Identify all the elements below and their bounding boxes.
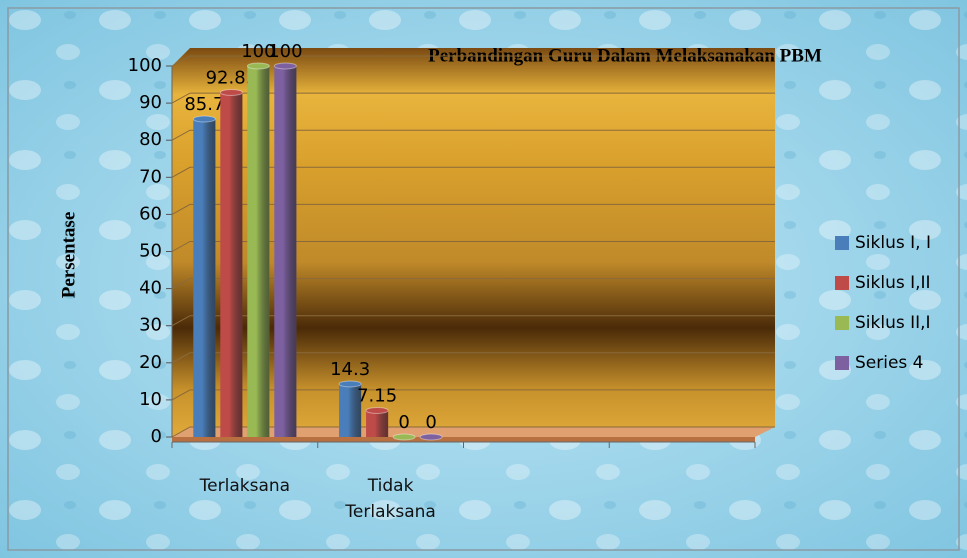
bar [338, 380, 362, 437]
data-label: 100 [241, 41, 275, 62]
bar-shade [366, 410, 389, 437]
bar-shade [193, 119, 216, 437]
y-tick-label: 50 [139, 241, 162, 262]
y-tick-label: 20 [139, 352, 162, 373]
grid-line [171, 55, 775, 67]
grid-line [171, 426, 775, 438]
bar [246, 62, 270, 437]
back-wall [172, 48, 775, 437]
bar-top [338, 380, 362, 388]
legend-label: Siklus I,II [855, 273, 931, 293]
y-tick-label: 10 [139, 389, 162, 410]
y-tick-label: 90 [139, 92, 162, 113]
bar [273, 62, 297, 437]
data-label: 100 [268, 41, 302, 62]
x-tick-label: Terlaksana [199, 476, 291, 496]
floor-edge [172, 437, 755, 442]
bar [419, 433, 443, 441]
grid-line [171, 315, 775, 327]
y-tick-label: 80 [139, 129, 162, 150]
grid-line [171, 278, 775, 290]
grid-line [171, 92, 775, 104]
bar-shade [274, 66, 297, 437]
legend-swatch [835, 356, 849, 370]
bar-shade [247, 66, 270, 437]
bar [219, 89, 243, 438]
legend-swatch [835, 316, 849, 330]
y-tick-label: 100 [128, 55, 162, 76]
data-label: 92.85 [206, 68, 258, 89]
bar [192, 115, 216, 437]
legend-label: Series 4 [855, 353, 924, 373]
bar-top [246, 62, 270, 70]
grid-line [171, 166, 775, 178]
bar [392, 433, 416, 441]
data-label: 0 [425, 412, 436, 433]
grid-line [171, 352, 775, 364]
legend-swatch [835, 276, 849, 290]
grid-line [171, 241, 775, 252]
y-tick-label: 0 [151, 426, 162, 447]
y-axis-label: Persentase [58, 212, 79, 299]
bar-top [273, 62, 297, 70]
bar-top [192, 115, 216, 123]
bar-shade [220, 92, 243, 438]
grid-line [171, 389, 775, 401]
y-tick-label: 40 [139, 278, 162, 299]
bar-top [219, 89, 243, 97]
legend-swatch [835, 236, 849, 250]
bar-shade [339, 383, 362, 437]
data-label: 85.7 [184, 94, 224, 115]
y-tick-label: 70 [139, 166, 162, 187]
bar-top [392, 433, 416, 441]
legend-label: Siklus I, I [855, 233, 931, 253]
grid-line [171, 203, 775, 215]
bar-top [419, 433, 443, 441]
bar [365, 406, 389, 437]
chart-border [7, 7, 960, 551]
y-tick-label: 60 [139, 203, 162, 224]
bar-top [365, 406, 389, 414]
data-label: 0 [398, 412, 409, 433]
grid-line [171, 129, 775, 141]
data-label: 7.15 [357, 385, 397, 406]
x-tick-label: Tidak Terlaksana [345, 476, 436, 522]
legend-label: Siklus II,I [855, 313, 931, 333]
floor [172, 427, 775, 437]
data-label: 14.3 [330, 359, 370, 380]
y-tick-label: 30 [139, 315, 162, 336]
